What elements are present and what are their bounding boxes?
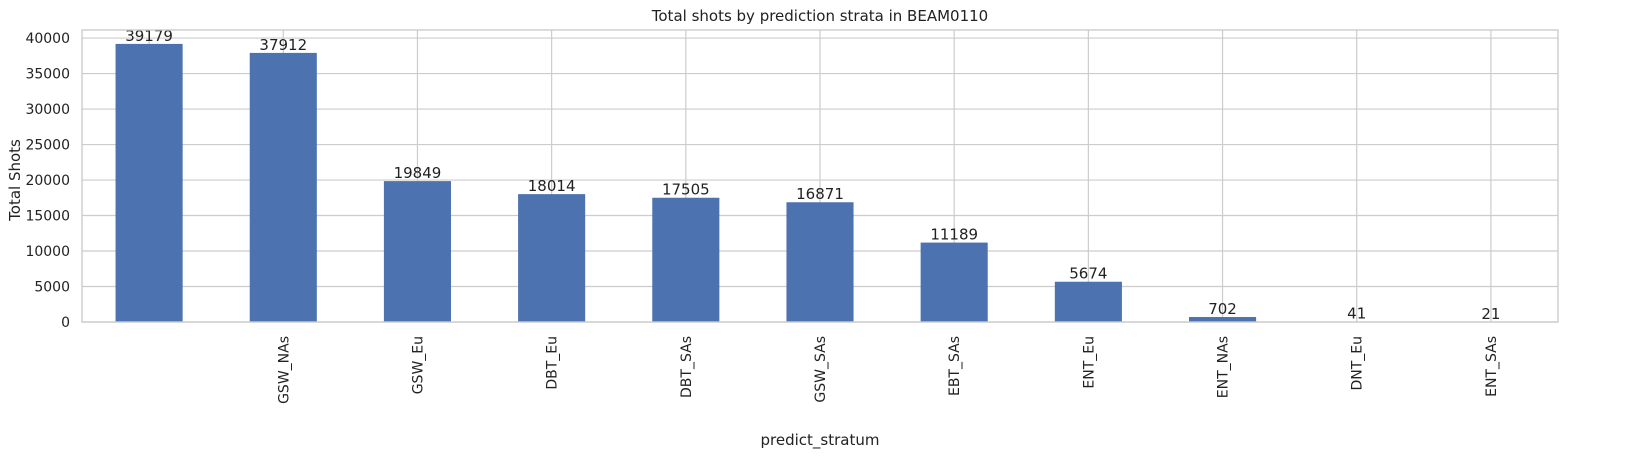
x-tick-label: DBT_Eu — [545, 336, 561, 390]
x-axis-label: predict_stratum — [761, 431, 880, 450]
bars — [115, 43, 1525, 323]
plot-frame — [81, 29, 1559, 323]
x-tick-label: ENT_Eu — [1081, 336, 1097, 389]
bar-value-label: 21 — [1481, 305, 1500, 323]
bar-value-label: 11189 — [930, 226, 978, 244]
chart-title: Total shots by prediction strata in BEAM… — [651, 7, 988, 25]
bar-value-label: 41 — [1347, 305, 1366, 323]
bar-value-label: 702 — [1208, 300, 1237, 318]
y-tick-label: 25000 — [25, 138, 70, 154]
data-labels: 39179 37912 19849 18014 17505 16871 11189 5674 7… — [125, 27, 1500, 323]
bar — [920, 242, 988, 322]
bar — [1189, 317, 1257, 322]
bar — [115, 43, 183, 323]
bar-value-label: 19849 — [394, 164, 442, 182]
x-axis-ticks: GSW_NAs GSW_Eu DBT_Eu DBT_SAs GSW_SAs EBT_SAs… — [276, 336, 1500, 404]
bar-value-label: 5674 — [1069, 265, 1107, 283]
bar — [249, 52, 317, 322]
bar — [383, 181, 451, 322]
bar — [786, 202, 854, 322]
y-axis-label: Total Shots — [6, 139, 24, 222]
y-tick-label: 30000 — [25, 102, 70, 118]
y-tick-label: 5000 — [34, 280, 70, 296]
y-tick-label: 35000 — [25, 67, 70, 83]
y-tick-label: 15000 — [25, 209, 70, 225]
y-tick-label: 10000 — [25, 244, 70, 260]
y-axis-ticks: 0 5000 10000 15000 20000 25000 30000 35000 40000 — [25, 31, 70, 331]
x-tick-label: EBT_SAs — [947, 336, 963, 396]
y-tick-label: 40000 — [25, 31, 70, 47]
bar — [518, 194, 586, 322]
x-tick-label: GSW_NAs — [276, 336, 292, 404]
x-tick-label: GSW_SAs — [813, 336, 829, 403]
y-tick-label: 0 — [61, 315, 70, 331]
x-tick-label: ENT_NAs — [1216, 336, 1232, 398]
bar-value-label: 18014 — [528, 177, 576, 195]
x-tick-label: GSW_Eu — [410, 336, 426, 394]
bar-value-label: 39179 — [125, 27, 173, 45]
bar-value-label: 37912 — [259, 36, 307, 54]
x-tick-label: DNT_Eu — [1350, 336, 1366, 391]
x-tick-label: ENT_SAs — [1484, 336, 1500, 397]
bar — [1054, 281, 1122, 322]
bar-value-label: 16871 — [796, 185, 844, 203]
bar — [652, 197, 720, 322]
x-tick-label: DBT_SAs — [679, 336, 695, 398]
bar-value-label: 17505 — [662, 181, 710, 199]
y-tick-label: 20000 — [25, 173, 70, 189]
